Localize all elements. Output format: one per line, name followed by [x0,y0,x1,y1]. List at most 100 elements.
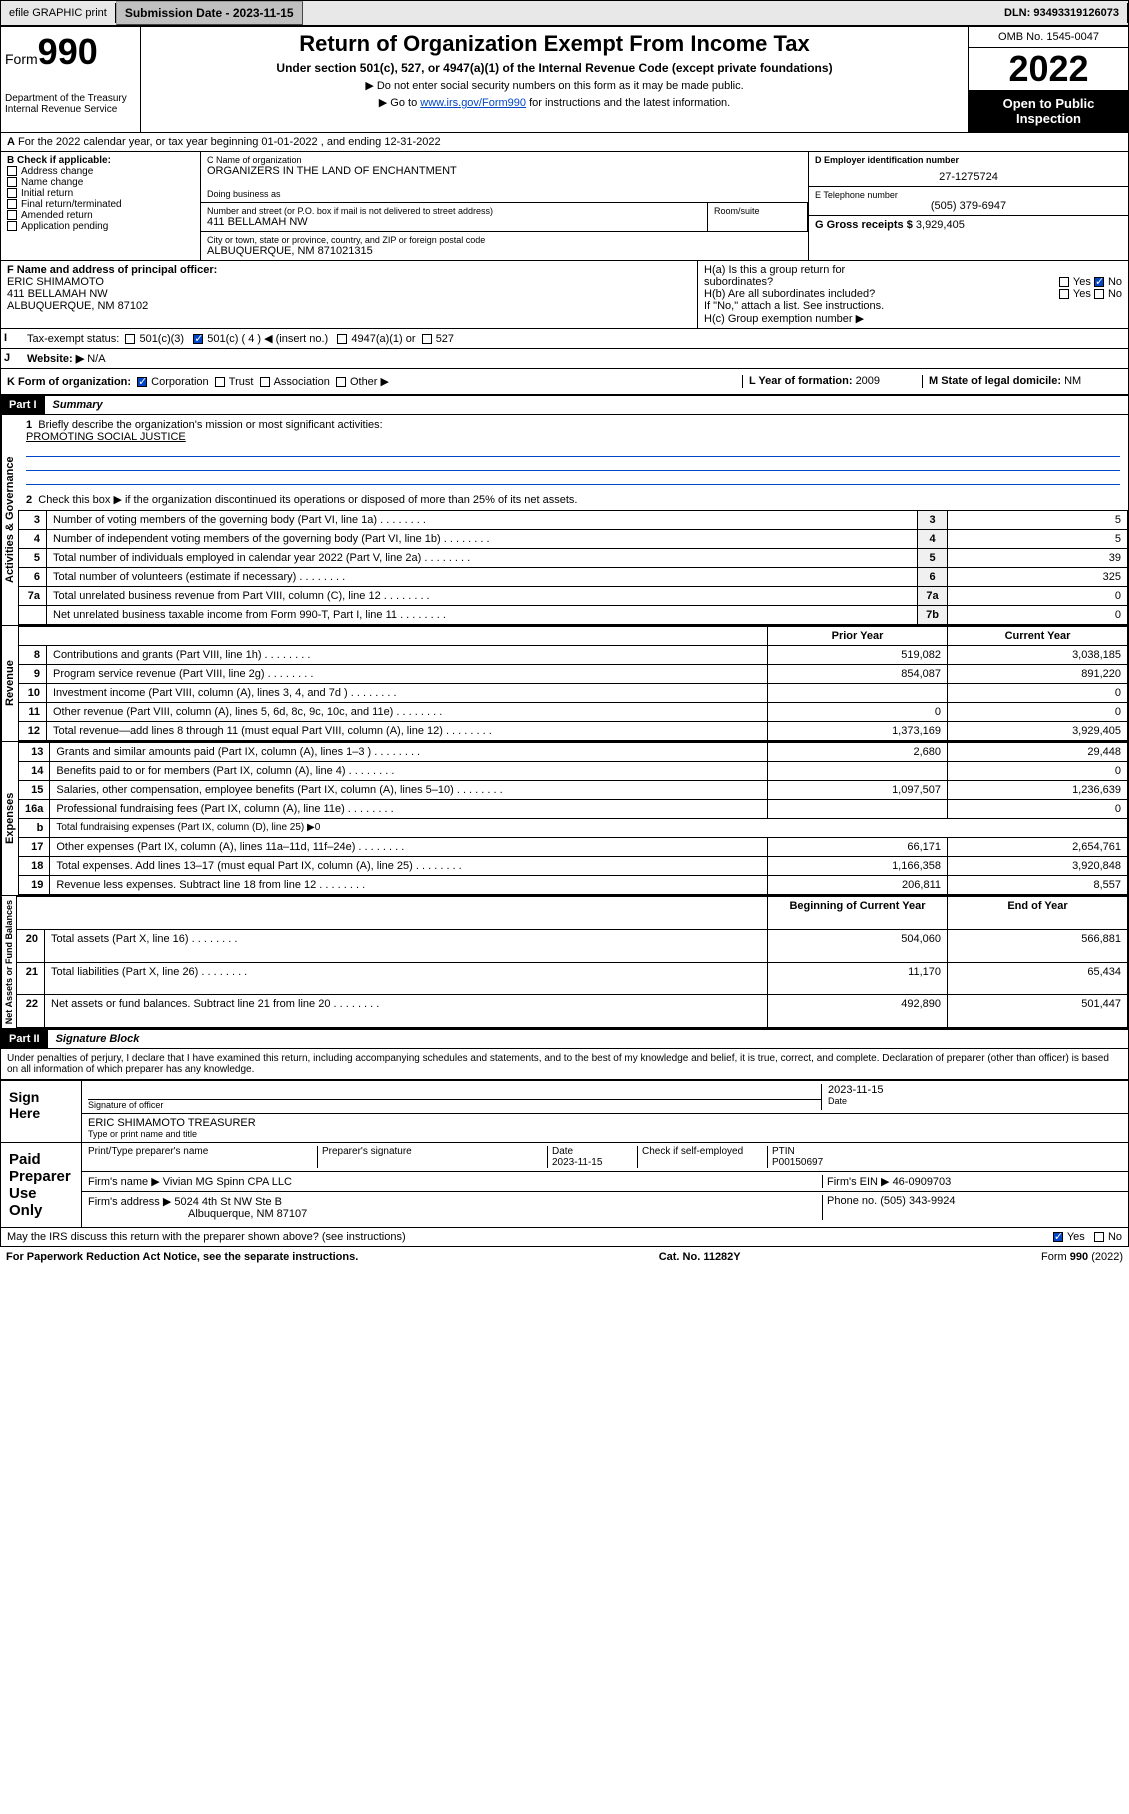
part1-body: Activities & Governance 1 Briefly descri… [0,415,1129,626]
sign-here-block: Sign Here Signature of officer 2023-11-1… [0,1080,1129,1143]
cb-initial-return[interactable] [7,188,17,198]
officer-name: ERIC SHIMAMOTO [7,276,104,288]
table-row: 8Contributions and grants (Part VIII, li… [19,646,1128,665]
org-name: ORGANIZERS IN THE LAND OF ENCHANTMENT [207,165,802,177]
table-expenses: 13Grants and similar amounts paid (Part … [18,742,1128,895]
officer-block: F Name and address of principal officer:… [0,261,1129,329]
table-row: 10Investment income (Part VIII, column (… [19,684,1128,703]
note-link: ▶ Go to www.irs.gov/Form990 for instruct… [145,96,964,109]
section-netassets: Net Assets or Fund Balances [1,896,16,1028]
open-public-badge: Open to Public Inspection [969,90,1128,132]
table-row: 22Net assets or fund balances. Subtract … [17,995,1128,1028]
table-row: 9Program service revenue (Part VIII, lin… [19,665,1128,684]
paid-preparer-block: Paid Preparer Use Only Print/Type prepar… [0,1143,1129,1228]
table-row: 21Total liabilities (Part X, line 26)11,… [17,962,1128,995]
part1-netassets: Net Assets or Fund Balances Beginning of… [0,896,1129,1029]
omb-number: OMB No. 1545-0047 [969,27,1128,48]
cb-other[interactable] [336,377,346,387]
sign-date: 2023-11-15 [828,1084,1122,1096]
cb-amended[interactable] [7,210,17,220]
firm-addr1: 5024 4th St NW Ste B [174,1196,282,1208]
ptin: P00150697 [772,1157,823,1168]
year-formation: 2009 [856,375,880,387]
part2-header: Part II Signature Block [0,1029,1129,1049]
cb-527[interactable] [422,334,432,344]
table-row: 19Revenue less expenses. Subtract line 1… [19,876,1128,895]
table-row: bTotal fundraising expenses (Part IX, co… [19,819,1128,838]
cb-application[interactable] [7,221,17,231]
cb-assoc[interactable] [260,377,270,387]
cb-501c3[interactable] [125,334,135,344]
part1-expenses: Expenses 13Grants and similar amounts pa… [0,742,1129,896]
section-expenses: Expenses [1,742,18,895]
table-row: 3Number of voting members of the governi… [19,511,1128,530]
dln-label: DLN: 93493319126073 [996,3,1128,23]
prep-date: 2023-11-15 [552,1157,602,1168]
cb-4947[interactable] [337,334,347,344]
firm-name: Vivian MG Spinn CPA LLC [163,1176,292,1188]
table-row: 14Benefits paid to or for members (Part … [19,762,1128,781]
identity-block: B Check if applicable: Address change Na… [0,152,1129,261]
cb-name-change[interactable] [7,177,17,187]
website-row: J Website: ▶ N/A [0,349,1129,369]
table-row: 15Salaries, other compensation, employee… [19,781,1128,800]
cb-group-no[interactable] [1094,277,1104,287]
note-ssn: ▶ Do not enter social security numbers o… [145,79,964,92]
cb-corp[interactable] [137,377,147,387]
table-row: 13Grants and similar amounts paid (Part … [19,743,1128,762]
state-domicile: NM [1064,375,1081,387]
form-subtitle: Under section 501(c), 527, or 4947(a)(1)… [145,61,964,75]
officer-title: ERIC SHIMAMOTO TREASURER [88,1117,1122,1129]
cb-discuss-no[interactable] [1094,1232,1104,1242]
table-row: 7aTotal unrelated business revenue from … [19,587,1128,606]
cb-501c[interactable] [193,334,203,344]
efile-label: efile GRAPHIC print [1,3,116,23]
form-header: Form990 Department of the Treasury Inter… [0,26,1129,133]
table-row: 12Total revenue—add lines 8 through 11 (… [19,722,1128,741]
table-activities: 3Number of voting members of the governi… [18,510,1128,625]
table-netassets: Beginning of Current YearEnd of Year20To… [16,896,1128,1028]
table-row: 5Total number of individuals employed in… [19,549,1128,568]
table-row: 16aProfessional fundraising fees (Part I… [19,800,1128,819]
cb-final-return[interactable] [7,199,17,209]
section-activities: Activities & Governance [1,415,18,625]
firm-ein: 46-0909703 [893,1176,952,1188]
discuss-row: May the IRS discuss this return with the… [0,1228,1129,1247]
cb-address-change[interactable] [7,166,17,176]
table-row: Net unrelated business taxable income fr… [19,606,1128,625]
form-id-block: Form990 Department of the Treasury Inter… [1,27,141,132]
city-state-zip: ALBUQUERQUE, NM 871021315 [207,245,802,257]
table-row: 11Other revenue (Part VIII, column (A), … [19,703,1128,722]
cb-sub-no[interactable] [1094,289,1104,299]
table-revenue: Prior YearCurrent Year8Contributions and… [18,626,1128,741]
line-a: A For the 2022 calendar year, or tax yea… [0,133,1129,152]
tax-status-row: I Tax-exempt status: 501(c)(3) 501(c) ( … [0,329,1129,349]
table-row: 18Total expenses. Add lines 13–17 (must … [19,857,1128,876]
gross-receipts: 3,929,405 [916,219,965,231]
cb-trust[interactable] [215,377,225,387]
table-row: 4Number of independent voting members of… [19,530,1128,549]
telephone: (505) 379-6947 [815,200,1122,212]
irs-link[interactable]: www.irs.gov/Form990 [420,97,526,109]
cb-discuss-yes[interactable] [1053,1232,1063,1242]
part1-revenue: Revenue Prior YearCurrent Year8Contribut… [0,626,1129,742]
website: N/A [87,353,105,365]
firm-addr2: Albuquerque, NM 87107 [188,1208,307,1220]
cb-group-yes[interactable] [1059,277,1069,287]
section-revenue: Revenue [1,626,18,741]
table-row: 20Total assets (Part X, line 16)504,0605… [17,929,1128,962]
form-org-row: K Form of organization: Corporation Trus… [0,369,1129,395]
submission-date-btn[interactable]: Submission Date - 2023-11-15 [116,1,303,25]
firm-phone: (505) 343-9924 [880,1195,955,1207]
street-address: 411 BELLAMAH NW [207,216,701,228]
table-row: 6Total number of volunteers (estimate if… [19,568,1128,587]
ein: 27-1275724 [815,171,1122,183]
footer: For Paperwork Reduction Act Notice, see … [0,1247,1129,1267]
declaration: Under penalties of perjury, I declare th… [0,1049,1129,1080]
mission: PROMOTING SOCIAL JUSTICE [26,431,186,443]
top-bar: efile GRAPHIC print Submission Date - 20… [0,0,1129,26]
table-row: 17Other expenses (Part IX, column (A), l… [19,838,1128,857]
tax-year: 2022 [969,48,1128,90]
cb-sub-yes[interactable] [1059,289,1069,299]
part1-header: Part I Summary [0,395,1129,415]
